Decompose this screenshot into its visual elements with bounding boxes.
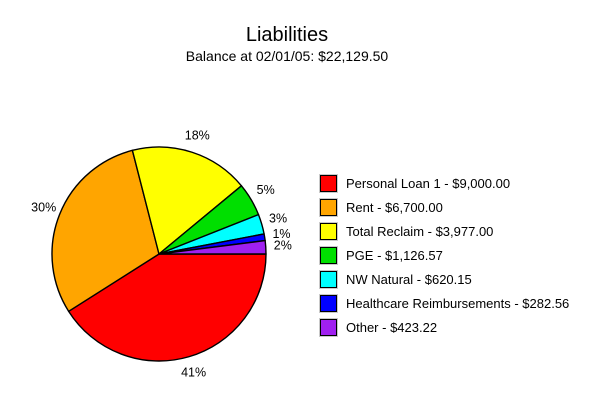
legend-label: Total Reclaim - $3,977.00 — [346, 224, 494, 239]
legend-item-rent: Rent - $6,700.00 — [320, 199, 569, 216]
legend-swatch-total-reclaim — [320, 223, 337, 240]
legend-swatch-pge — [320, 247, 337, 264]
pie-slice-total-reclaim — [131, 146, 243, 255]
legend-label: Personal Loan 1 - $9,000.00 — [346, 176, 511, 191]
legend-item-total-reclaim: Total Reclaim - $3,977.00 — [320, 223, 569, 240]
pie-percent-label-nw-natural: 3% — [269, 212, 287, 226]
legend-swatch-healthcare-reimbursements — [320, 295, 337, 312]
pie-percent-label-pge: 5% — [257, 183, 275, 197]
legend-item-other: Other - $423.22 — [320, 319, 569, 336]
legend-swatch-other — [320, 319, 337, 336]
legend-swatch-personal-loan-1 — [320, 175, 337, 192]
pie-slice-rent — [51, 149, 160, 313]
legend-label: Rent - $6,700.00 — [346, 200, 443, 215]
pie-percent-label-personal-loan-1: 41% — [181, 365, 206, 379]
legend-item-personal-loan-1: Personal Loan 1 - $9,000.00 — [320, 175, 569, 192]
pie-percent-label-healthcare-reimbursements: 1% — [272, 227, 290, 241]
legend-label: PGE - $1,126.57 — [346, 248, 443, 263]
legend-label: Healthcare Reimbursements - $282.56 — [346, 296, 570, 311]
legend-label: NW Natural - $620.15 — [346, 272, 472, 287]
pie-percent-label-other: 2% — [274, 238, 292, 252]
legend-item-healthcare-reimbursements: Healthcare Reimbursements - $282.56 — [320, 295, 569, 312]
pie-percent-label-rent: 30% — [31, 201, 56, 215]
legend-label: Other - $423.22 — [346, 320, 438, 335]
legend-item-nw-natural: NW Natural - $620.15 — [320, 271, 569, 288]
chart-legend: Personal Loan 1 - $9,000.00 Rent - $6,700… — [320, 175, 569, 343]
pie-percent-label-total-reclaim: 18% — [185, 128, 210, 142]
legend-swatch-rent — [320, 199, 337, 216]
pie-slice-other — [158, 239, 267, 255]
legend-item-pge: PGE - $1,126.57 — [320, 247, 569, 264]
legend-swatch-nw-natural — [320, 271, 337, 288]
